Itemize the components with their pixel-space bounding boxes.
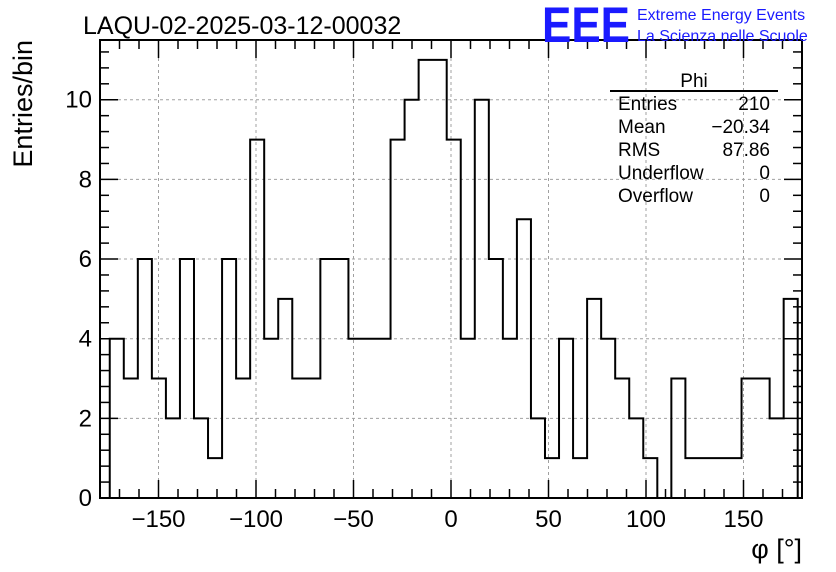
- stats-value: 0: [759, 163, 770, 184]
- stats-label: Mean: [618, 117, 666, 138]
- histogram-bin-35: [601, 339, 615, 498]
- x-tick-label: 150: [723, 506, 763, 533]
- histogram-bin-43: [713, 458, 727, 498]
- histogram-bin-47: [770, 418, 784, 498]
- histogram-bin-34: [587, 299, 601, 498]
- histogram-bin-33: [573, 458, 587, 498]
- histogram-bin-8: [222, 259, 236, 498]
- histogram-bin-27: [489, 259, 503, 498]
- y-axis-label: Entries/bin: [8, 40, 38, 168]
- stats-value: −20.34: [711, 117, 770, 138]
- y-tick-label: 2: [79, 405, 92, 432]
- histogram-bin-7: [208, 458, 222, 498]
- histogram-bin-48: [784, 299, 798, 498]
- histogram-bin-22: [419, 60, 433, 498]
- histogram-bin-23: [433, 60, 447, 498]
- y-tick-label: 8: [79, 166, 92, 193]
- histogram-bars: [108, 58, 799, 499]
- x-tick-label: 50: [535, 506, 562, 533]
- eee-logo-line1: Extreme Energy Events: [637, 7, 805, 24]
- histogram-bin-12: [278, 299, 292, 498]
- histogram-bin-15: [320, 259, 334, 498]
- histogram-bin-30: [531, 418, 545, 498]
- x-tick-label: −100: [229, 506, 283, 533]
- stats-label: Overflow: [618, 186, 693, 207]
- histogram-bin-44: [728, 458, 742, 498]
- histogram-bin-37: [629, 418, 643, 498]
- histogram-bin-1: [124, 379, 138, 498]
- histogram-bin-46: [756, 379, 770, 498]
- x-tick-label: 100: [626, 506, 666, 533]
- histogram-bin-29: [517, 219, 531, 498]
- histogram-bin-31: [545, 458, 559, 498]
- eee-logo: EEE Extreme Energy Events La Scienza nel…: [542, 0, 808, 53]
- axis-tick-labels: −150 −100 −50 0 50 100 150 0 2 4 6 8 10: [65, 87, 763, 533]
- stats-box: Phi Entries 210 Mean −20.34 RMS 87.86 Underflo…: [610, 71, 778, 207]
- histogram-bin-24: [447, 140, 461, 498]
- histogram-bin-5: [180, 259, 194, 498]
- stats-label: Underflow: [618, 163, 704, 184]
- y-tick-label: 4: [79, 326, 92, 353]
- stats-value: 0: [759, 186, 770, 207]
- histogram-bin-14: [306, 379, 320, 498]
- x-tick-label: 0: [444, 506, 457, 533]
- stats-value: 87.86: [722, 140, 770, 161]
- histogram-bin-2: [138, 259, 152, 498]
- histogram-bin-40: [671, 379, 685, 498]
- histogram-bin-13: [292, 379, 306, 498]
- eee-logo-line2: La Scienza nelle Scuole: [637, 28, 808, 45]
- stats-rows: Entries 210 Mean −20.34 RMS 87.86 Underflow 0 Ov…: [618, 94, 770, 207]
- stats-label: Entries: [618, 94, 677, 115]
- histogram-bin-36: [615, 379, 629, 498]
- stats-title: Phi: [680, 71, 707, 92]
- stats-value: 210: [738, 94, 770, 115]
- histogram-bin-41: [685, 458, 699, 498]
- histogram-bin-26: [475, 100, 489, 498]
- histogram-bin-10: [250, 140, 264, 498]
- histogram-bin-42: [699, 458, 713, 498]
- y-tick-label: 6: [79, 246, 92, 273]
- x-tick-label: −150: [131, 506, 185, 533]
- histogram-bin-4: [166, 418, 180, 498]
- histogram-bin-16: [334, 259, 348, 498]
- histogram-outline: [108, 58, 799, 499]
- histogram-bin-9: [236, 379, 250, 498]
- histogram-bin-20: [391, 140, 405, 498]
- x-tick-label: −50: [333, 506, 374, 533]
- y-tick-label: 10: [65, 87, 92, 114]
- stats-label: RMS: [618, 140, 660, 161]
- axis-ticks: [99, 40, 803, 499]
- grid: [100, 40, 802, 498]
- histogram-bin-21: [405, 100, 419, 498]
- x-axis-label: φ [°]: [751, 534, 802, 564]
- chart-title: LAQU-02-2025-03-12-00032: [83, 12, 401, 40]
- histogram-bin-6: [194, 418, 208, 498]
- eee-logo-mark: EEE: [542, 0, 630, 53]
- y-tick-label: 0: [79, 485, 92, 512]
